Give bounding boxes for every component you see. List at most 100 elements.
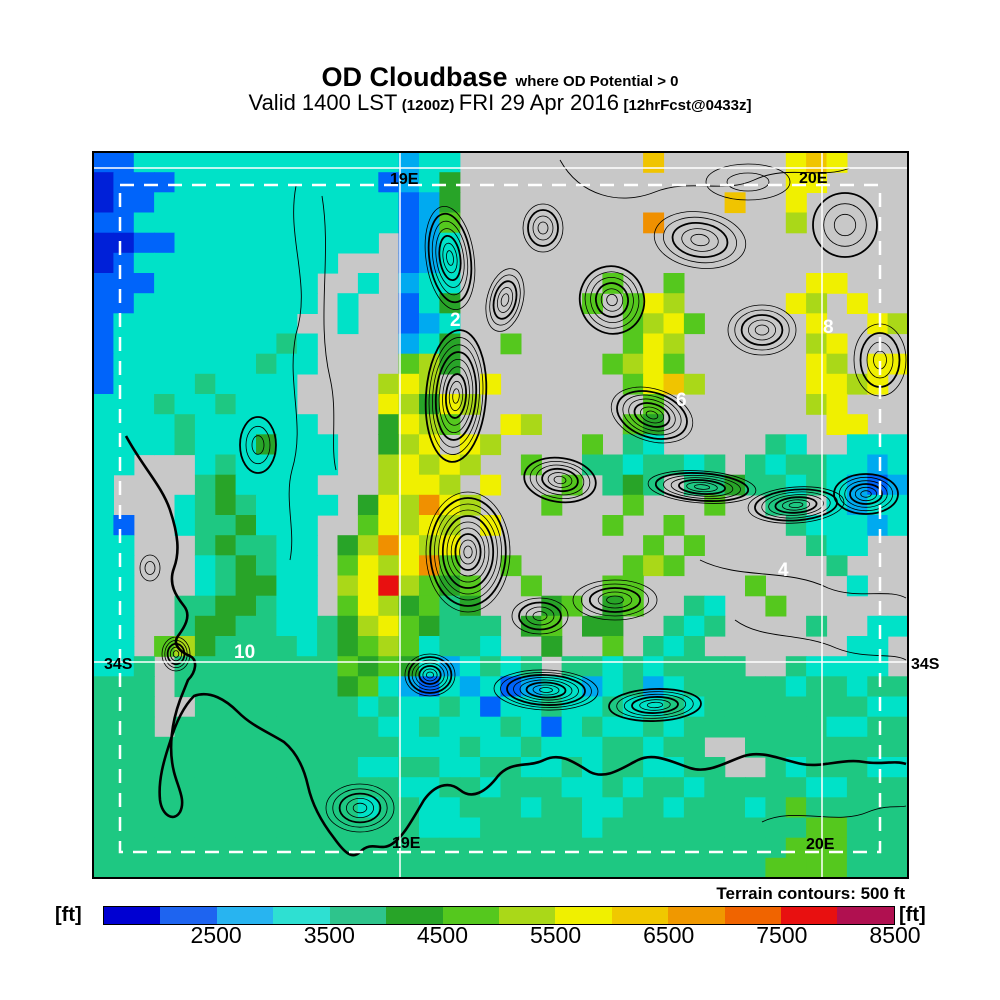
raster-cell [724,716,746,738]
raster-cell [826,696,848,718]
terrain-contour-ring [823,203,867,247]
terrain-contour-ring [424,205,476,311]
raster-cell [215,595,237,617]
raster-cell [378,757,400,778]
terrain-contour-ring [748,319,777,341]
raster-cell [745,857,766,878]
raster-cell [215,313,237,335]
raster-cell [133,252,155,274]
raster-cell [256,273,277,294]
raster-cell [378,454,400,476]
raster-cell [235,515,257,536]
raster-cell [154,152,176,173]
raster-cell [398,172,420,193]
raster-cell [317,757,339,778]
raster-cell [439,615,461,637]
raster-cell [256,313,277,335]
raster-cell [276,273,298,294]
raster-cell [826,777,848,798]
terrain-contour-ring [610,386,694,444]
raster-cell [398,414,420,435]
raster-cell [235,797,257,819]
raster-cell [235,777,257,798]
raster-cell [296,676,318,698]
raster-cell [256,696,277,718]
raster-cell [276,232,298,254]
raster-cell [235,293,257,314]
terrain-contour-ring [616,691,694,719]
subtitle-fcst: [12hrFcst@0433z] [623,97,752,114]
terrain-contour-ring [424,329,488,463]
raster-cell [154,777,176,798]
raster-cell [194,414,216,435]
raster-cell [826,353,848,375]
raster-cell [582,817,603,839]
raster-cell [93,434,114,456]
raster-cell [683,817,705,839]
raster-cell [846,636,868,657]
terrain-contour-ring [645,410,659,420]
raster-cell [296,192,318,214]
raster-cell [296,494,318,516]
raster-cell [398,273,420,294]
raster-cell [643,857,665,878]
graticule-label: 19E [390,171,419,188]
raster-cell [826,797,848,819]
raster-cell [520,736,542,758]
raster-cell [459,857,481,878]
terrain-contour-ring [239,416,277,474]
raster-cell [357,172,379,193]
raster-cell [337,837,359,859]
raster-cell [704,454,726,476]
raster-cell [643,152,665,173]
raster-cell [806,797,828,819]
raster-cell [887,676,908,698]
raster-cell [276,757,298,778]
raster-cell [133,434,155,456]
raster-cell [806,716,828,738]
raster-cell [357,716,379,738]
raster-cell [439,313,461,335]
raster-cell [867,757,889,778]
raster-cell [154,636,176,657]
raster-cell [133,333,155,355]
raster-cell [480,676,502,698]
raster-cell [704,595,726,617]
raster-cell [704,615,726,637]
raster-cell [317,676,339,698]
raster-cell [419,414,440,435]
raster-cell [439,172,461,193]
raster-cell [785,192,807,214]
raster-cell [113,172,135,193]
raster-cell [276,373,298,395]
raster-cell [500,817,522,839]
raster-cell [602,515,624,536]
raster-cell [459,575,481,597]
colorbar-tick-label: 4500 [416,922,469,948]
raster-cell [582,757,603,778]
raster-cell [174,394,196,415]
raster-cell [154,757,176,778]
raster-cell [194,736,216,758]
raster-cell [846,434,868,456]
terrain-contour-ring [754,324,770,336]
raster-cell [846,817,868,839]
raster-cell [439,817,461,839]
raster-cell [683,757,705,778]
raster-cell [887,615,908,637]
colorbar-segment [442,907,499,924]
raster-cell [276,676,298,698]
raster-cell [235,212,257,234]
raster-cell [378,535,400,556]
raster-cell [846,777,868,798]
raster-cell [398,212,420,234]
raster-cell [602,716,624,738]
raster-cell [133,696,155,718]
raster-cell [419,172,440,193]
raster-cell [256,615,277,637]
raster-cell [317,232,339,254]
terrain-contour-ring [761,491,831,519]
raster-cell [256,656,277,677]
raster-cell [745,817,766,839]
